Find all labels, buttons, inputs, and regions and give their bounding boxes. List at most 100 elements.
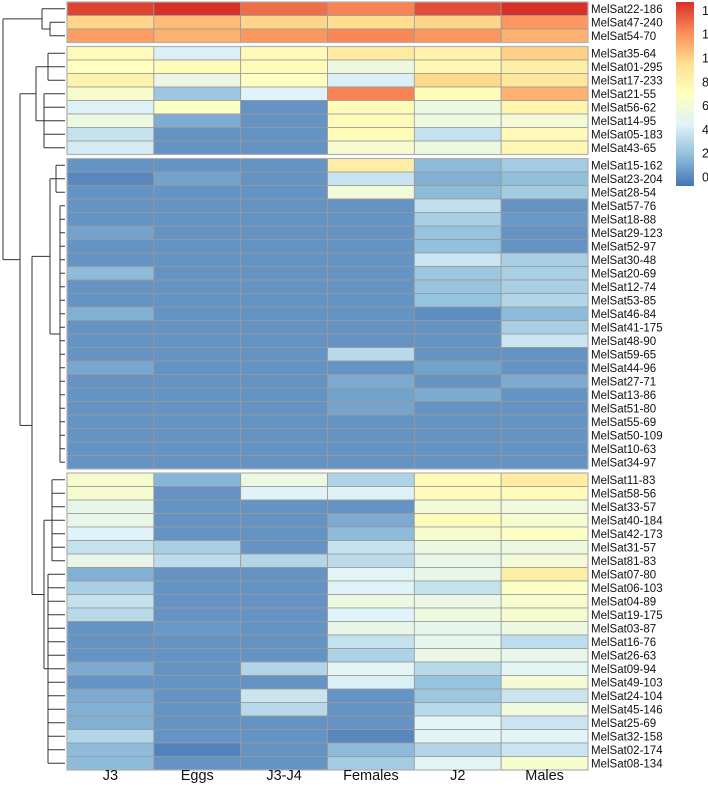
heatmap-cell [66, 486, 155, 501]
heatmap-cell [500, 499, 589, 514]
heatmap-cell [500, 212, 589, 227]
heatmap-cell [500, 100, 589, 115]
row-label: MelSat45-146 [591, 704, 663, 716]
heatmap-cell [153, 320, 242, 335]
heatmap-cell [66, 293, 155, 308]
heatmap-cell [413, 634, 502, 649]
heatmap-cell [327, 513, 415, 528]
heatmap-cell [413, 266, 502, 281]
heatmap-cell [500, 127, 589, 142]
heatmap-cell [240, 113, 328, 128]
heatmap-cell [66, 401, 155, 416]
heatmap-cell [413, 499, 502, 514]
heatmap-cell [327, 526, 415, 541]
heatmap-cell [500, 540, 589, 555]
heatmap-cell [413, 688, 502, 703]
heatmap-cell [153, 648, 242, 663]
heatmap-cell [327, 252, 415, 267]
heatmap-cell [500, 742, 589, 757]
heatmap-cell [66, 86, 155, 101]
heatmap-cell [500, 553, 589, 568]
heatmap-cell [413, 513, 502, 528]
heatmap-cell [413, 140, 502, 155]
row-label: MelSat81-83 [591, 556, 656, 568]
heatmap-cell [240, 648, 328, 663]
heatmap-cell [327, 293, 415, 308]
heatmap-cell [66, 567, 155, 582]
heatmap-cell [413, 279, 502, 294]
row-label: MelSat43-65 [591, 143, 656, 155]
heatmap-cell [327, 306, 415, 321]
heatmap-cell [153, 553, 242, 568]
row-label: MelSat55-69 [591, 417, 656, 429]
heatmap-cell [413, 100, 502, 115]
heatmap-cell [327, 594, 415, 609]
row-label: MelSat49-103 [591, 677, 663, 689]
heatmap-cell [240, 306, 328, 321]
heatmap-cell [66, 675, 155, 690]
heatmap-cell [66, 266, 155, 281]
heatmap-cell [327, 702, 415, 717]
heatmap-cell [413, 46, 502, 61]
heatmap-cell [327, 360, 415, 375]
heatmap-cell [240, 401, 328, 416]
legend-color-bar [676, 2, 694, 186]
heatmap-cell [153, 374, 242, 389]
heatmap-cell [413, 661, 502, 676]
row-label: MelSat18-88 [591, 214, 656, 226]
heatmap-cell [240, 661, 328, 676]
heatmap-cell [500, 486, 589, 501]
column-label: Eggs [181, 768, 214, 784]
legend-tick-label: 0 [702, 171, 708, 185]
heatmap-cell [153, 212, 242, 227]
heatmap-cell [500, 567, 589, 582]
heatmap-cell [153, 185, 242, 200]
heatmap-cell [500, 702, 589, 717]
heatmap-cell [240, 252, 328, 267]
row-label: MelSat35-64 [591, 48, 657, 60]
heatmap-cell [413, 212, 502, 227]
heatmap-cell [66, 158, 155, 173]
heatmap-cell [66, 1, 155, 16]
heatmap-cell [500, 441, 589, 456]
heatmap-cell [327, 661, 415, 676]
heatmap-cell [327, 1, 415, 16]
row-label: MelSat48-90 [591, 336, 656, 348]
heatmap-cell [413, 729, 502, 744]
heatmap-cell [240, 567, 328, 582]
row-label: MelSat07-80 [591, 569, 656, 581]
row-label: MelSat28-54 [591, 187, 657, 199]
heatmap-cell [500, 387, 589, 402]
heatmap-cell [500, 580, 589, 595]
row-label: MelSat46-84 [591, 309, 657, 321]
heatmap-cell [153, 28, 242, 43]
heatmap-cell [500, 239, 589, 254]
heatmap-cell [327, 428, 415, 443]
heatmap-cell [500, 158, 589, 173]
heatmap-cell [153, 279, 242, 294]
heatmap-cell [240, 580, 328, 595]
heatmap-cell [500, 688, 589, 703]
row-dendrogram [2, 8, 65, 764]
heatmap-cell [327, 648, 415, 663]
heatmap-cell [153, 715, 242, 730]
heatmap-cell [153, 46, 242, 61]
heatmap-cell [327, 715, 415, 730]
column-label: J2 [450, 768, 465, 784]
heatmap-cell [66, 171, 155, 186]
heatmap-cell [327, 225, 415, 240]
row-label: MelSat22-186 [591, 4, 663, 16]
heatmap-cell [153, 140, 242, 155]
heatmap-cell [327, 15, 415, 30]
heatmap-cell [327, 675, 415, 690]
heatmap-cell [66, 28, 155, 43]
row-label: MelSat32-158 [591, 731, 663, 743]
heatmap-cell [327, 486, 415, 501]
row-label: MelSat09-94 [591, 664, 657, 676]
heatmap-cell [153, 360, 242, 375]
heatmap-cell [240, 86, 328, 101]
heatmap-cell [413, 86, 502, 101]
heatmap-cell [500, 320, 589, 335]
heatmap-cell [413, 1, 502, 16]
heatmap-cell [413, 648, 502, 663]
